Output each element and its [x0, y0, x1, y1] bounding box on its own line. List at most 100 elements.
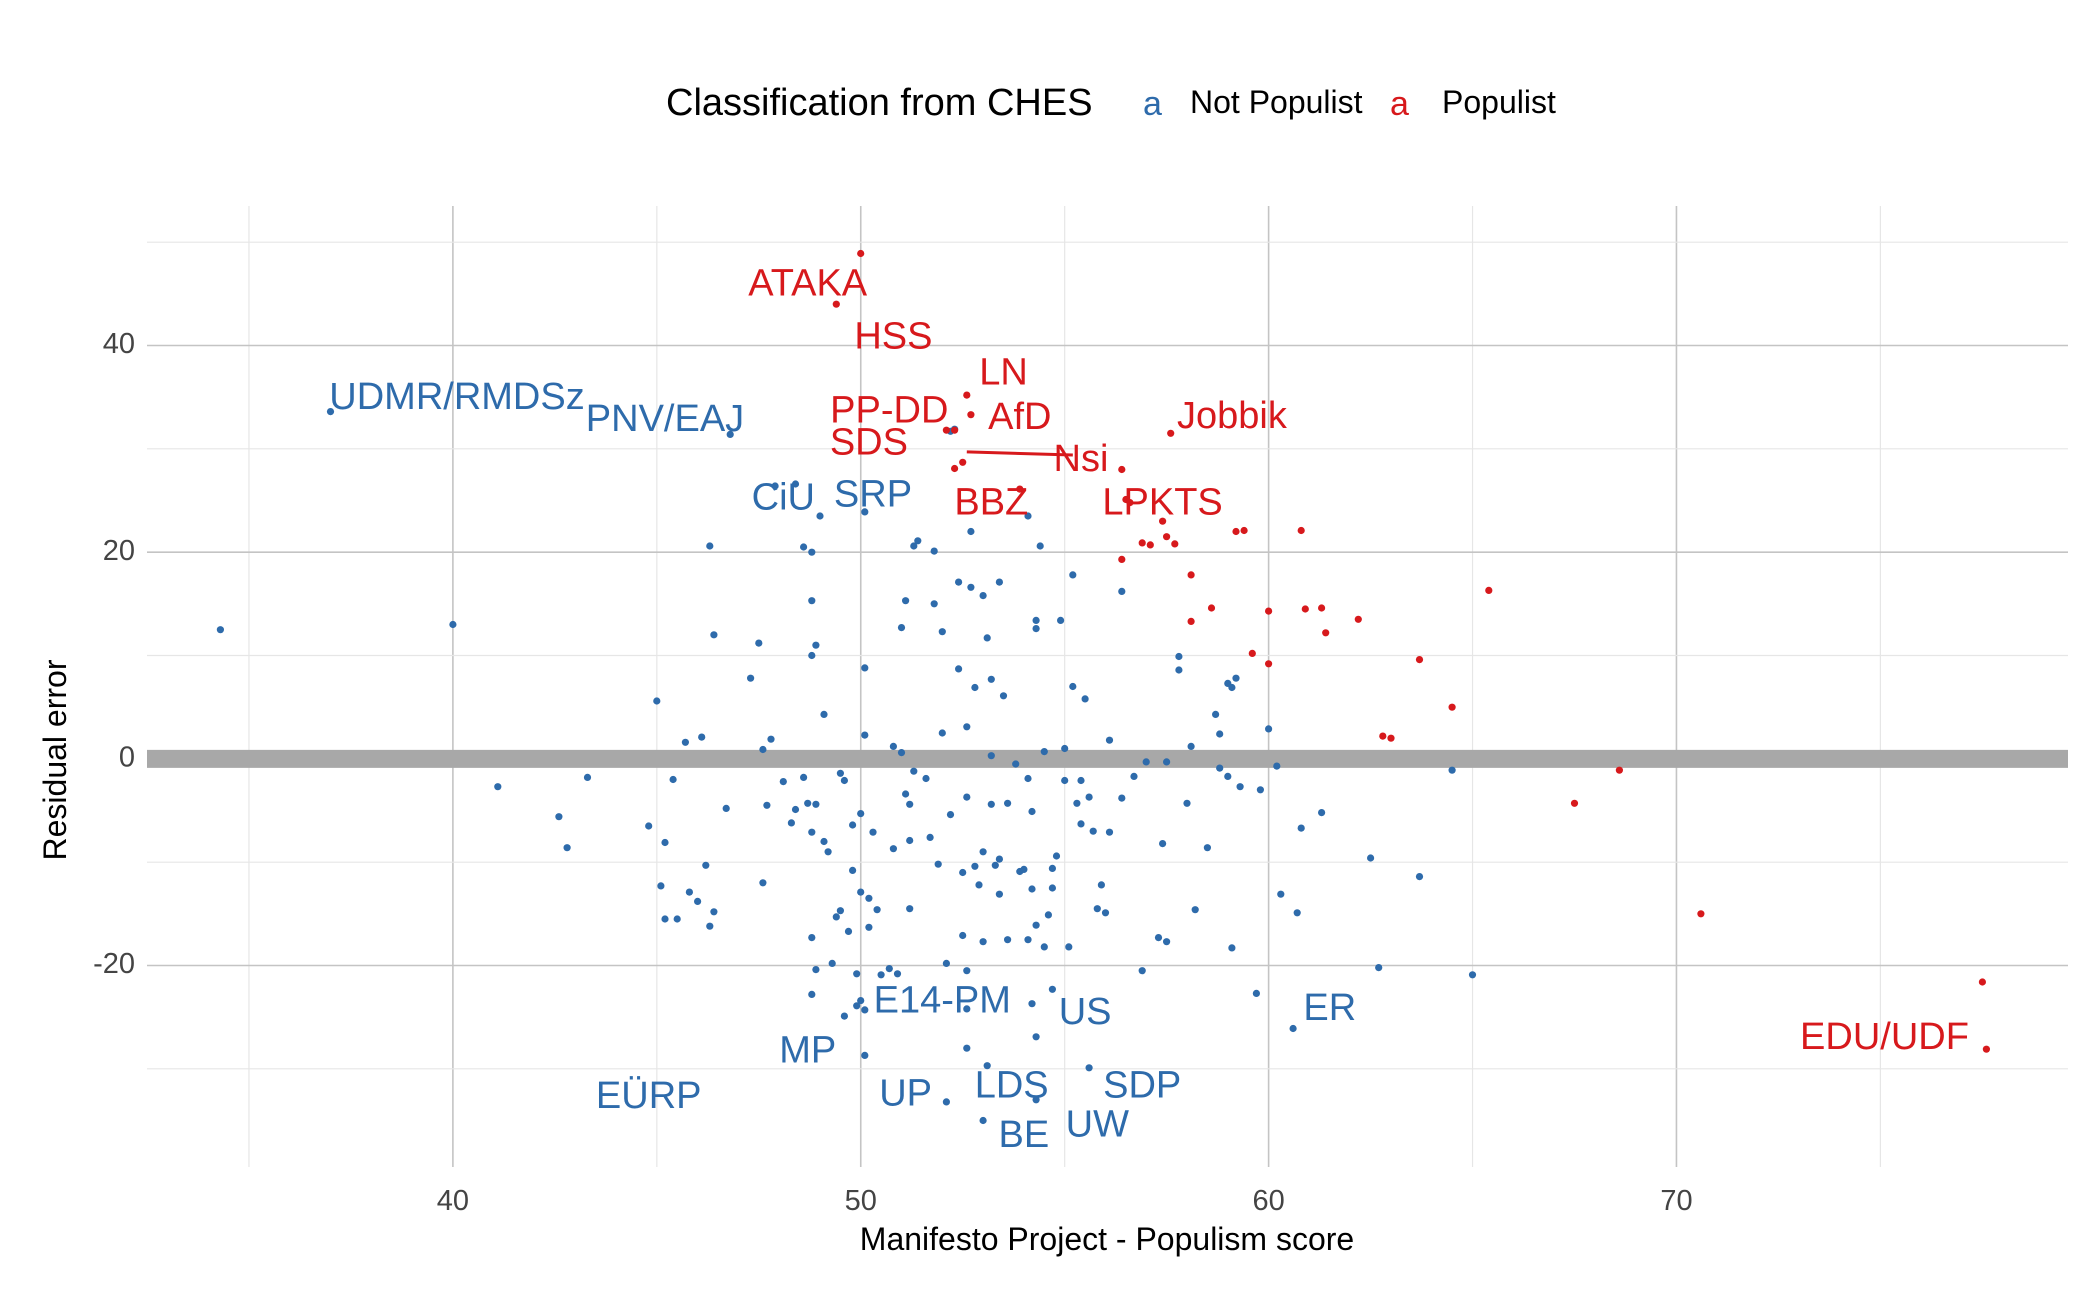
data-point-not-populist: [979, 1116, 987, 1125]
data-point-not-populist: [897, 624, 906, 632]
data-point-not-populist: [804, 799, 812, 807]
data-point-populist: [1615, 766, 1623, 774]
data-point-populist: [1016, 485, 1024, 493]
data-point-not-populist: [946, 811, 955, 819]
data-point-not-populist: [995, 855, 1004, 863]
data-point-not-populist: [1085, 793, 1093, 801]
data-point-not-populist: [1163, 758, 1171, 766]
data-point-not-populist: [812, 641, 820, 649]
data-point-not-populist: [1448, 766, 1456, 774]
data-point-not-populist: [759, 745, 767, 754]
data-point-not-populist: [853, 1002, 861, 1010]
data-point-not-populist: [1032, 625, 1040, 633]
data-point-not-populist: [1077, 776, 1085, 785]
legend-key-not-populist: a: [1143, 85, 1162, 123]
data-point-not-populist: [979, 592, 987, 600]
data-point-not-populist: [1212, 710, 1220, 719]
data-point-populist: [857, 249, 865, 258]
party-label-us: US: [1059, 991, 1112, 1033]
data-point-not-populist: [902, 790, 910, 798]
data-point-not-populist: [1093, 905, 1101, 913]
data-point-not-populist: [983, 1062, 991, 1070]
data-point-not-populist: [1228, 683, 1236, 692]
data-point-not-populist: [861, 731, 869, 739]
data-point-not-populist: [1081, 695, 1089, 703]
data-point-not-populist: [494, 783, 502, 791]
data-point-not-populist: [844, 927, 853, 936]
data-point-not-populist: [999, 692, 1008, 700]
data-point-not-populist: [779, 778, 787, 786]
data-point-not-populist: [808, 548, 816, 556]
data-point-not-populist: [669, 775, 677, 784]
data-point-not-populist: [987, 675, 995, 683]
legend-key-populist: a: [1390, 85, 1409, 123]
data-point-not-populist: [706, 922, 714, 930]
data-point-not-populist: [1277, 890, 1285, 898]
data-point-not-populist: [1118, 587, 1126, 596]
party-label-edu-udf: EDU/UDF: [1800, 1016, 1969, 1058]
data-point-not-populist: [849, 821, 857, 829]
data-point-not-populist: [1163, 938, 1171, 946]
data-point-populist: [959, 458, 967, 466]
data-point-not-populist: [1256, 786, 1264, 794]
data-point-not-populist: [975, 881, 983, 889]
data-point-not-populist: [979, 848, 987, 856]
legend-label-populist: Populist: [1442, 84, 1556, 120]
data-point-not-populist: [902, 597, 910, 605]
data-point-not-populist: [1415, 873, 1424, 881]
party-label-mp: MP: [779, 1029, 836, 1071]
data-point-populist: [1126, 499, 1134, 507]
data-point-populist: [1118, 555, 1126, 564]
data-point-not-populist: [1191, 906, 1199, 914]
data-point-not-populist: [787, 819, 796, 827]
data-point-populist: [1379, 732, 1387, 740]
data-point-not-populist: [1183, 799, 1191, 807]
data-point-populist: [1982, 1045, 1990, 1053]
data-point-not-populist: [1367, 854, 1375, 862]
party-label-pnv-eaj: PNV/EAJ: [586, 398, 744, 440]
data-point-not-populist: [938, 628, 946, 636]
y-tick-label: 40: [103, 328, 135, 360]
data-point-not-populist: [1236, 783, 1244, 791]
data-point-not-populist: [967, 527, 975, 536]
data-point-not-populist: [808, 651, 816, 660]
party-label-sdp: SDP: [1103, 1064, 1181, 1106]
data-point-not-populist: [938, 729, 946, 737]
data-point-not-populist: [1048, 864, 1056, 873]
data-point-not-populist: [1468, 971, 1477, 979]
data-point-populist: [1118, 465, 1126, 474]
data-point-not-populist: [1077, 820, 1085, 828]
data-point-populist: [942, 426, 951, 434]
party-label-uw: UW: [1066, 1104, 1129, 1146]
data-point-populist: [832, 300, 840, 308]
party-labels: ATAKA HSS LN PP-DD AfD Jobbik SDS Nsi BBZ LPKTS ED…: [329, 263, 1969, 1156]
data-point-not-populist: [657, 882, 665, 890]
data-point-not-populist: [971, 862, 979, 870]
data-point-not-populist: [771, 482, 779, 490]
y-tick-label: 0: [119, 741, 135, 773]
party-label-e14-pm: E14-PM: [874, 980, 1011, 1022]
data-point-populist: [1318, 604, 1326, 612]
data-point-not-populist: [889, 845, 898, 853]
data-point-populist: [1265, 607, 1273, 615]
data-point-not-populist: [808, 828, 816, 836]
data-point-not-populist: [1044, 911, 1052, 919]
data-point-not-populist: [857, 888, 865, 896]
data-point-populist: [1163, 533, 1171, 541]
data-point-not-populist: [979, 938, 987, 946]
data-point-not-populist: [710, 908, 718, 916]
data-point-not-populist: [840, 1012, 849, 1020]
legend-title: Classification from CHES: [666, 82, 1093, 124]
data-point-not-populist: [963, 967, 971, 975]
party-label-ciu: CiU: [752, 477, 815, 519]
data-point-not-populist: [906, 905, 914, 913]
data-point-not-populist: [791, 805, 800, 814]
data-point-populist: [1207, 604, 1216, 612]
data-point-not-populist: [1065, 943, 1073, 951]
data-point-not-populist: [1175, 666, 1183, 674]
y-tick-label: -20: [93, 948, 135, 980]
data-point-not-populist: [812, 966, 820, 974]
party-label-srp: SRP: [834, 473, 912, 515]
data-point-not-populist: [906, 836, 914, 845]
